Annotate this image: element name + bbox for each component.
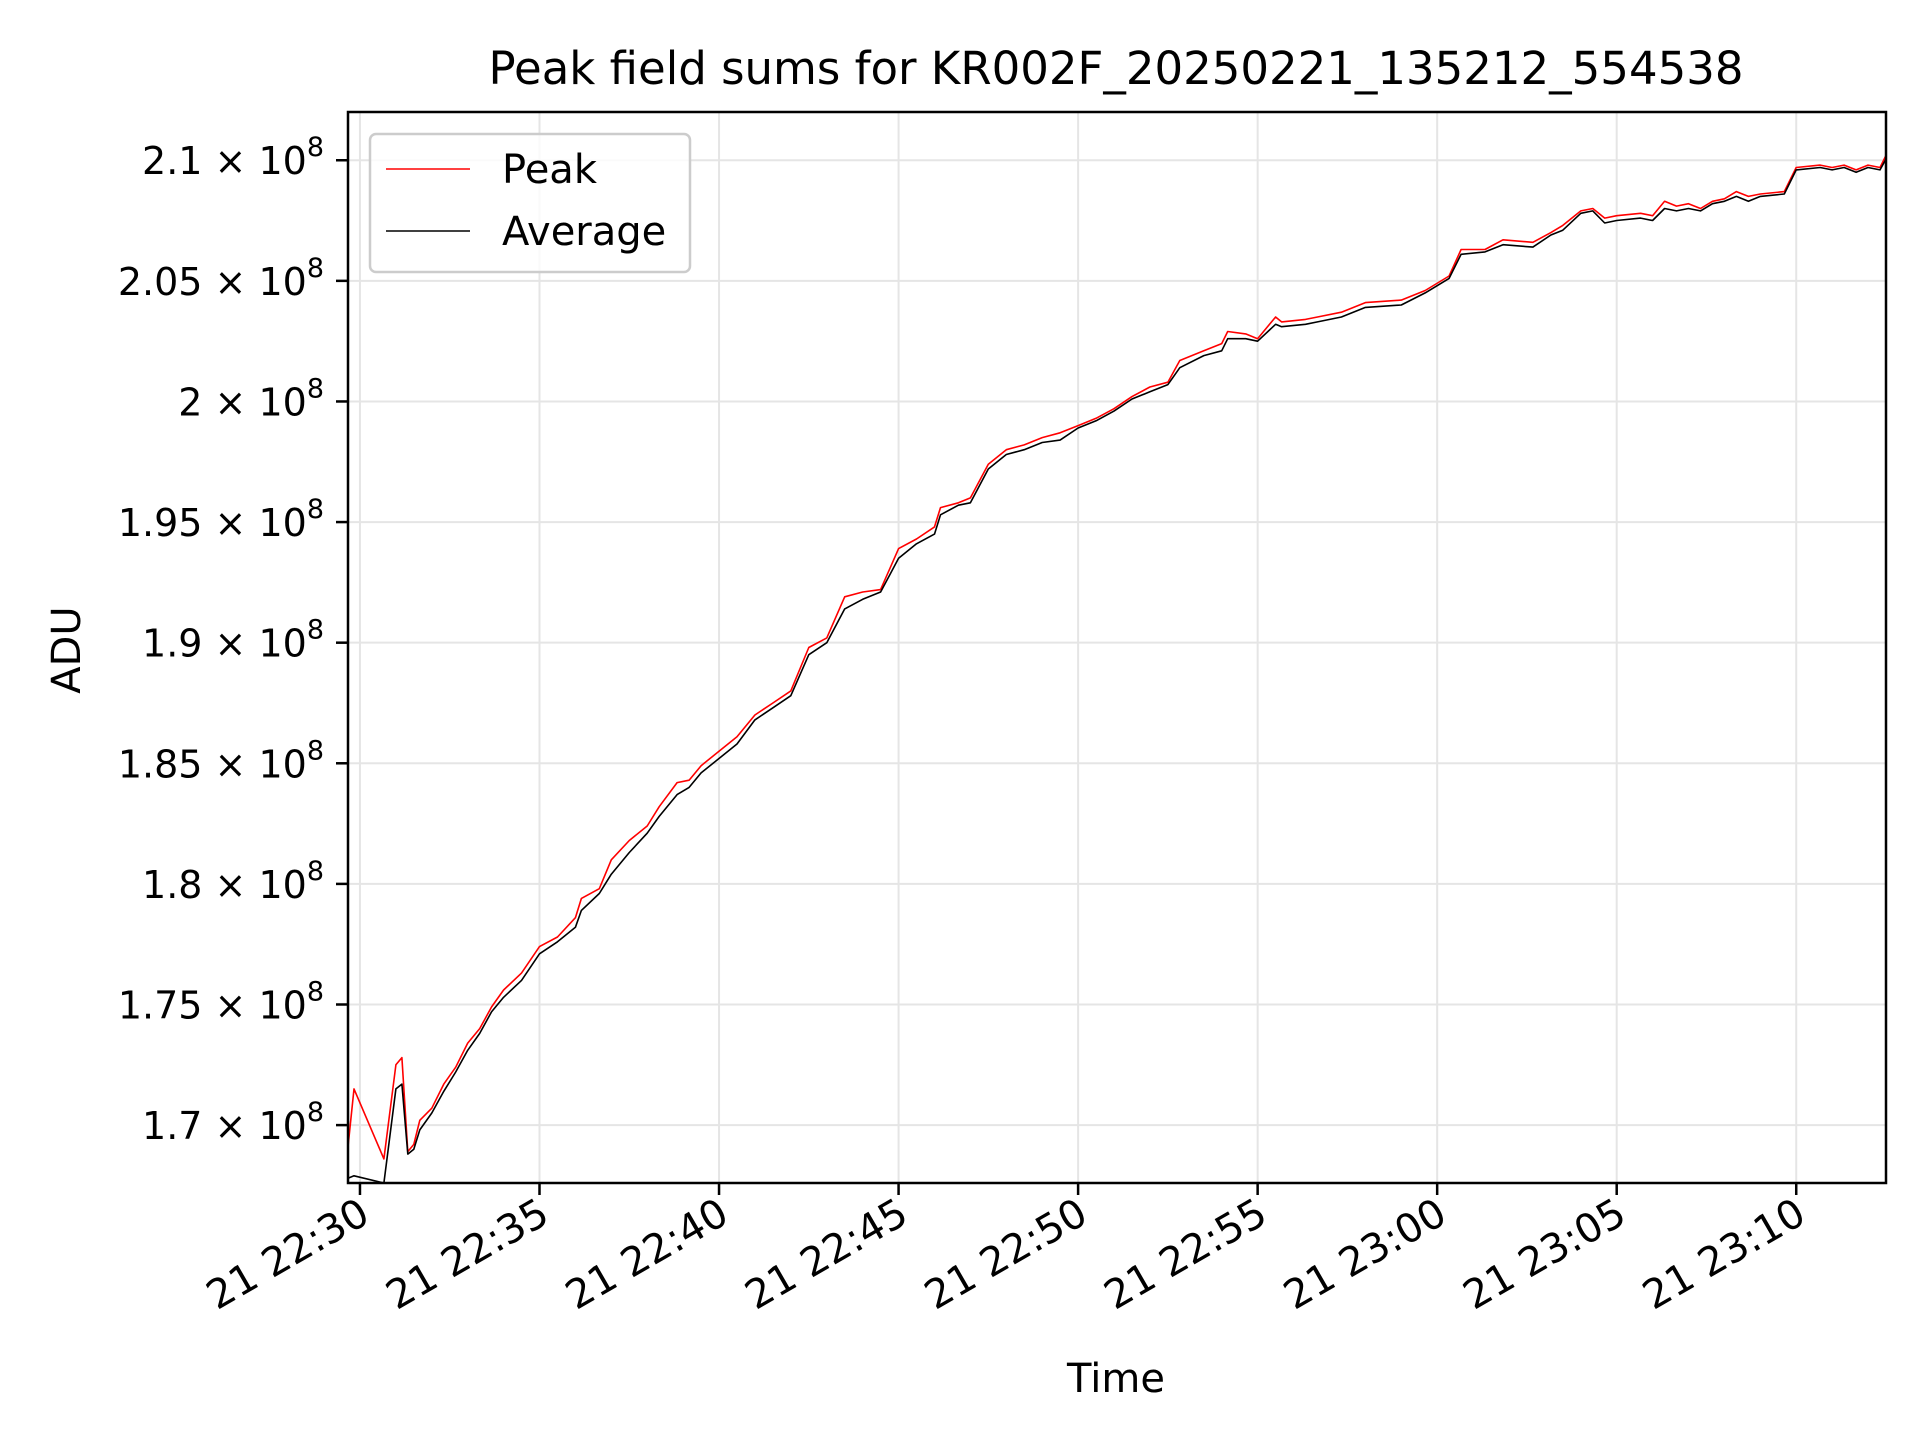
y-tick-multiplier: × 10 — [215, 260, 307, 304]
y-tick-label: 1.7 × 108 — [142, 1097, 324, 1148]
series-layer — [348, 153, 1886, 1183]
y-tick-mantissa: 1.7 — [142, 1104, 215, 1148]
y-tick-mantissa: 1.8 — [142, 863, 215, 907]
y-tick-label: 1.75 × 108 — [118, 977, 324, 1028]
y-tick-multiplier: × 10 — [215, 380, 307, 424]
y-tick-multiplier: × 10 — [215, 742, 307, 786]
y-tick-exponent: 8 — [307, 615, 324, 646]
y-tick-label: 1.85 × 108 — [118, 735, 324, 786]
y-tick-exponent: 8 — [307, 132, 324, 163]
y-tick-mantissa: 1.75 — [118, 984, 215, 1028]
y-tick-label: 2.05 × 108 — [118, 253, 324, 304]
y-tick-exponent: 8 — [307, 977, 324, 1008]
y-tick-mantissa: 1.85 — [118, 742, 215, 786]
y-tick-exponent: 8 — [307, 1097, 324, 1128]
y-tick-exponent: 8 — [307, 856, 324, 887]
y-tick-mantissa: 2.05 — [118, 260, 215, 304]
y-tick-label: 1.9 × 108 — [142, 615, 324, 666]
y-tick-multiplier: × 10 — [215, 863, 307, 907]
legend: Peak Average — [368, 132, 692, 274]
y-tick-multiplier: × 10 — [215, 139, 307, 183]
legend-label-average: Average — [502, 209, 666, 255]
y-tick-mantissa: 2 — [178, 380, 214, 424]
y-tick-label: 2.1 × 108 — [142, 132, 324, 183]
y-tick-exponent: 8 — [307, 253, 324, 284]
y-tick-mantissa: 1.9 — [142, 622, 215, 666]
series-line-average — [348, 157, 1886, 1183]
x-axis-label: Time — [1066, 1356, 1165, 1402]
y-tick-multiplier: × 10 — [215, 622, 307, 666]
y-tick-label: 1.8 × 108 — [142, 856, 324, 907]
y-tick-exponent: 8 — [307, 735, 324, 766]
series-line-peak — [348, 153, 1886, 1160]
plot-frame — [346, 110, 1888, 1185]
legend-label-peak: Peak — [502, 147, 598, 193]
y-tick-label: 2 × 108 — [178, 373, 324, 424]
chart-title: Peak field sums for KR002F_20250221_1352… — [489, 42, 1744, 95]
y-tick-label: 1.95 × 108 — [118, 494, 324, 545]
y-tick-exponent: 8 — [307, 373, 324, 404]
y-tick-multiplier: × 10 — [215, 1104, 307, 1148]
y-tick-mantissa: 1.95 — [118, 501, 215, 545]
y-tick-multiplier: × 10 — [215, 984, 307, 1028]
y-tick-multiplier: × 10 — [215, 501, 307, 545]
y-tick-exponent: 8 — [307, 494, 324, 525]
y-tick-mantissa: 2.1 — [142, 139, 215, 183]
y-axis-label: ADU — [44, 606, 90, 693]
